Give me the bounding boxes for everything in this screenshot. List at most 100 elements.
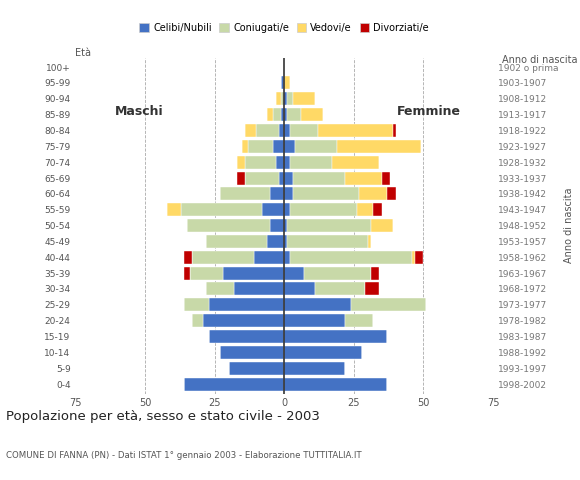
Bar [332,156,379,168]
Bar [284,362,346,375]
Bar [284,330,387,343]
Bar [284,314,346,327]
Bar [281,92,284,105]
Bar [337,140,420,153]
Bar [284,251,290,264]
Bar [284,299,351,312]
Bar [190,267,223,280]
Bar [284,108,287,121]
Bar [278,124,284,137]
Bar [245,124,256,137]
Bar [304,267,371,280]
Bar [245,156,276,168]
Bar [193,314,204,327]
Bar [287,219,371,232]
Bar [284,156,290,168]
Bar [273,140,284,153]
Text: Anno di nascita: Anno di nascita [502,55,577,65]
Bar [315,283,365,296]
Bar [234,283,284,296]
Bar [318,124,393,137]
Bar [284,346,362,359]
Text: Età: Età [75,48,92,58]
Bar [290,124,318,137]
Bar [242,140,248,153]
Bar [237,171,245,184]
Text: Femmine: Femmine [397,105,461,118]
Bar [248,140,273,153]
Bar [209,330,284,343]
Bar [368,235,371,248]
Bar [346,314,374,327]
Bar [357,203,374,216]
Bar [284,235,287,248]
Bar [267,108,273,121]
Bar [284,187,292,201]
Bar [229,362,284,375]
Bar [287,92,292,105]
Bar [287,108,301,121]
Bar [273,108,281,121]
Bar [276,156,284,168]
Bar [193,251,253,264]
Bar [351,299,426,312]
Bar [209,299,284,312]
Bar [284,267,304,280]
Y-axis label: Anno di nascita: Anno di nascita [564,188,574,264]
Bar [295,140,337,153]
Bar [281,108,284,121]
Bar [346,171,382,184]
Bar [284,92,287,105]
Bar [290,251,412,264]
Bar [284,378,387,391]
Bar [270,219,284,232]
Bar [415,251,423,264]
Bar [284,283,315,296]
Text: Popolazione per età, sesso e stato civile - 2003: Popolazione per età, sesso e stato civil… [6,410,320,423]
Bar [281,76,284,89]
Bar [365,283,379,296]
Bar [412,251,415,264]
Bar [237,156,245,168]
Bar [256,124,278,137]
Text: Maschi: Maschi [115,105,164,118]
Bar [276,92,281,105]
Bar [184,299,209,312]
Bar [223,267,284,280]
Bar [284,76,290,89]
Bar [187,219,270,232]
Bar [284,124,290,137]
Bar [292,171,346,184]
Bar [290,156,332,168]
Bar [292,187,360,201]
Bar [184,378,284,391]
Bar [382,171,390,184]
Bar [292,92,315,105]
Bar [184,251,193,264]
Bar [270,187,284,201]
Bar [301,108,323,121]
Bar [206,283,234,296]
Bar [371,219,393,232]
Bar [220,346,284,359]
Bar [290,203,357,216]
Bar [204,314,284,327]
Bar [184,267,190,280]
Bar [284,140,295,153]
Bar [387,187,396,201]
Bar [267,235,284,248]
Bar [360,187,387,201]
Bar [278,171,284,184]
Bar [253,251,284,264]
Bar [245,171,278,184]
Bar [262,203,284,216]
Bar [220,187,270,201]
Legend: Celibi/Nubili, Coniugati/e, Vedovi/e, Divorziati/e: Celibi/Nubili, Coniugati/e, Vedovi/e, Di… [136,19,433,36]
Bar [371,267,379,280]
Text: COMUNE DI FANNA (PN) - Dati ISTAT 1° gennaio 2003 - Elaborazione TUTTITALIA.IT: COMUNE DI FANNA (PN) - Dati ISTAT 1° gen… [6,451,361,460]
Bar [393,124,396,137]
Bar [284,203,290,216]
Bar [206,235,267,248]
Bar [284,219,287,232]
Bar [167,203,181,216]
